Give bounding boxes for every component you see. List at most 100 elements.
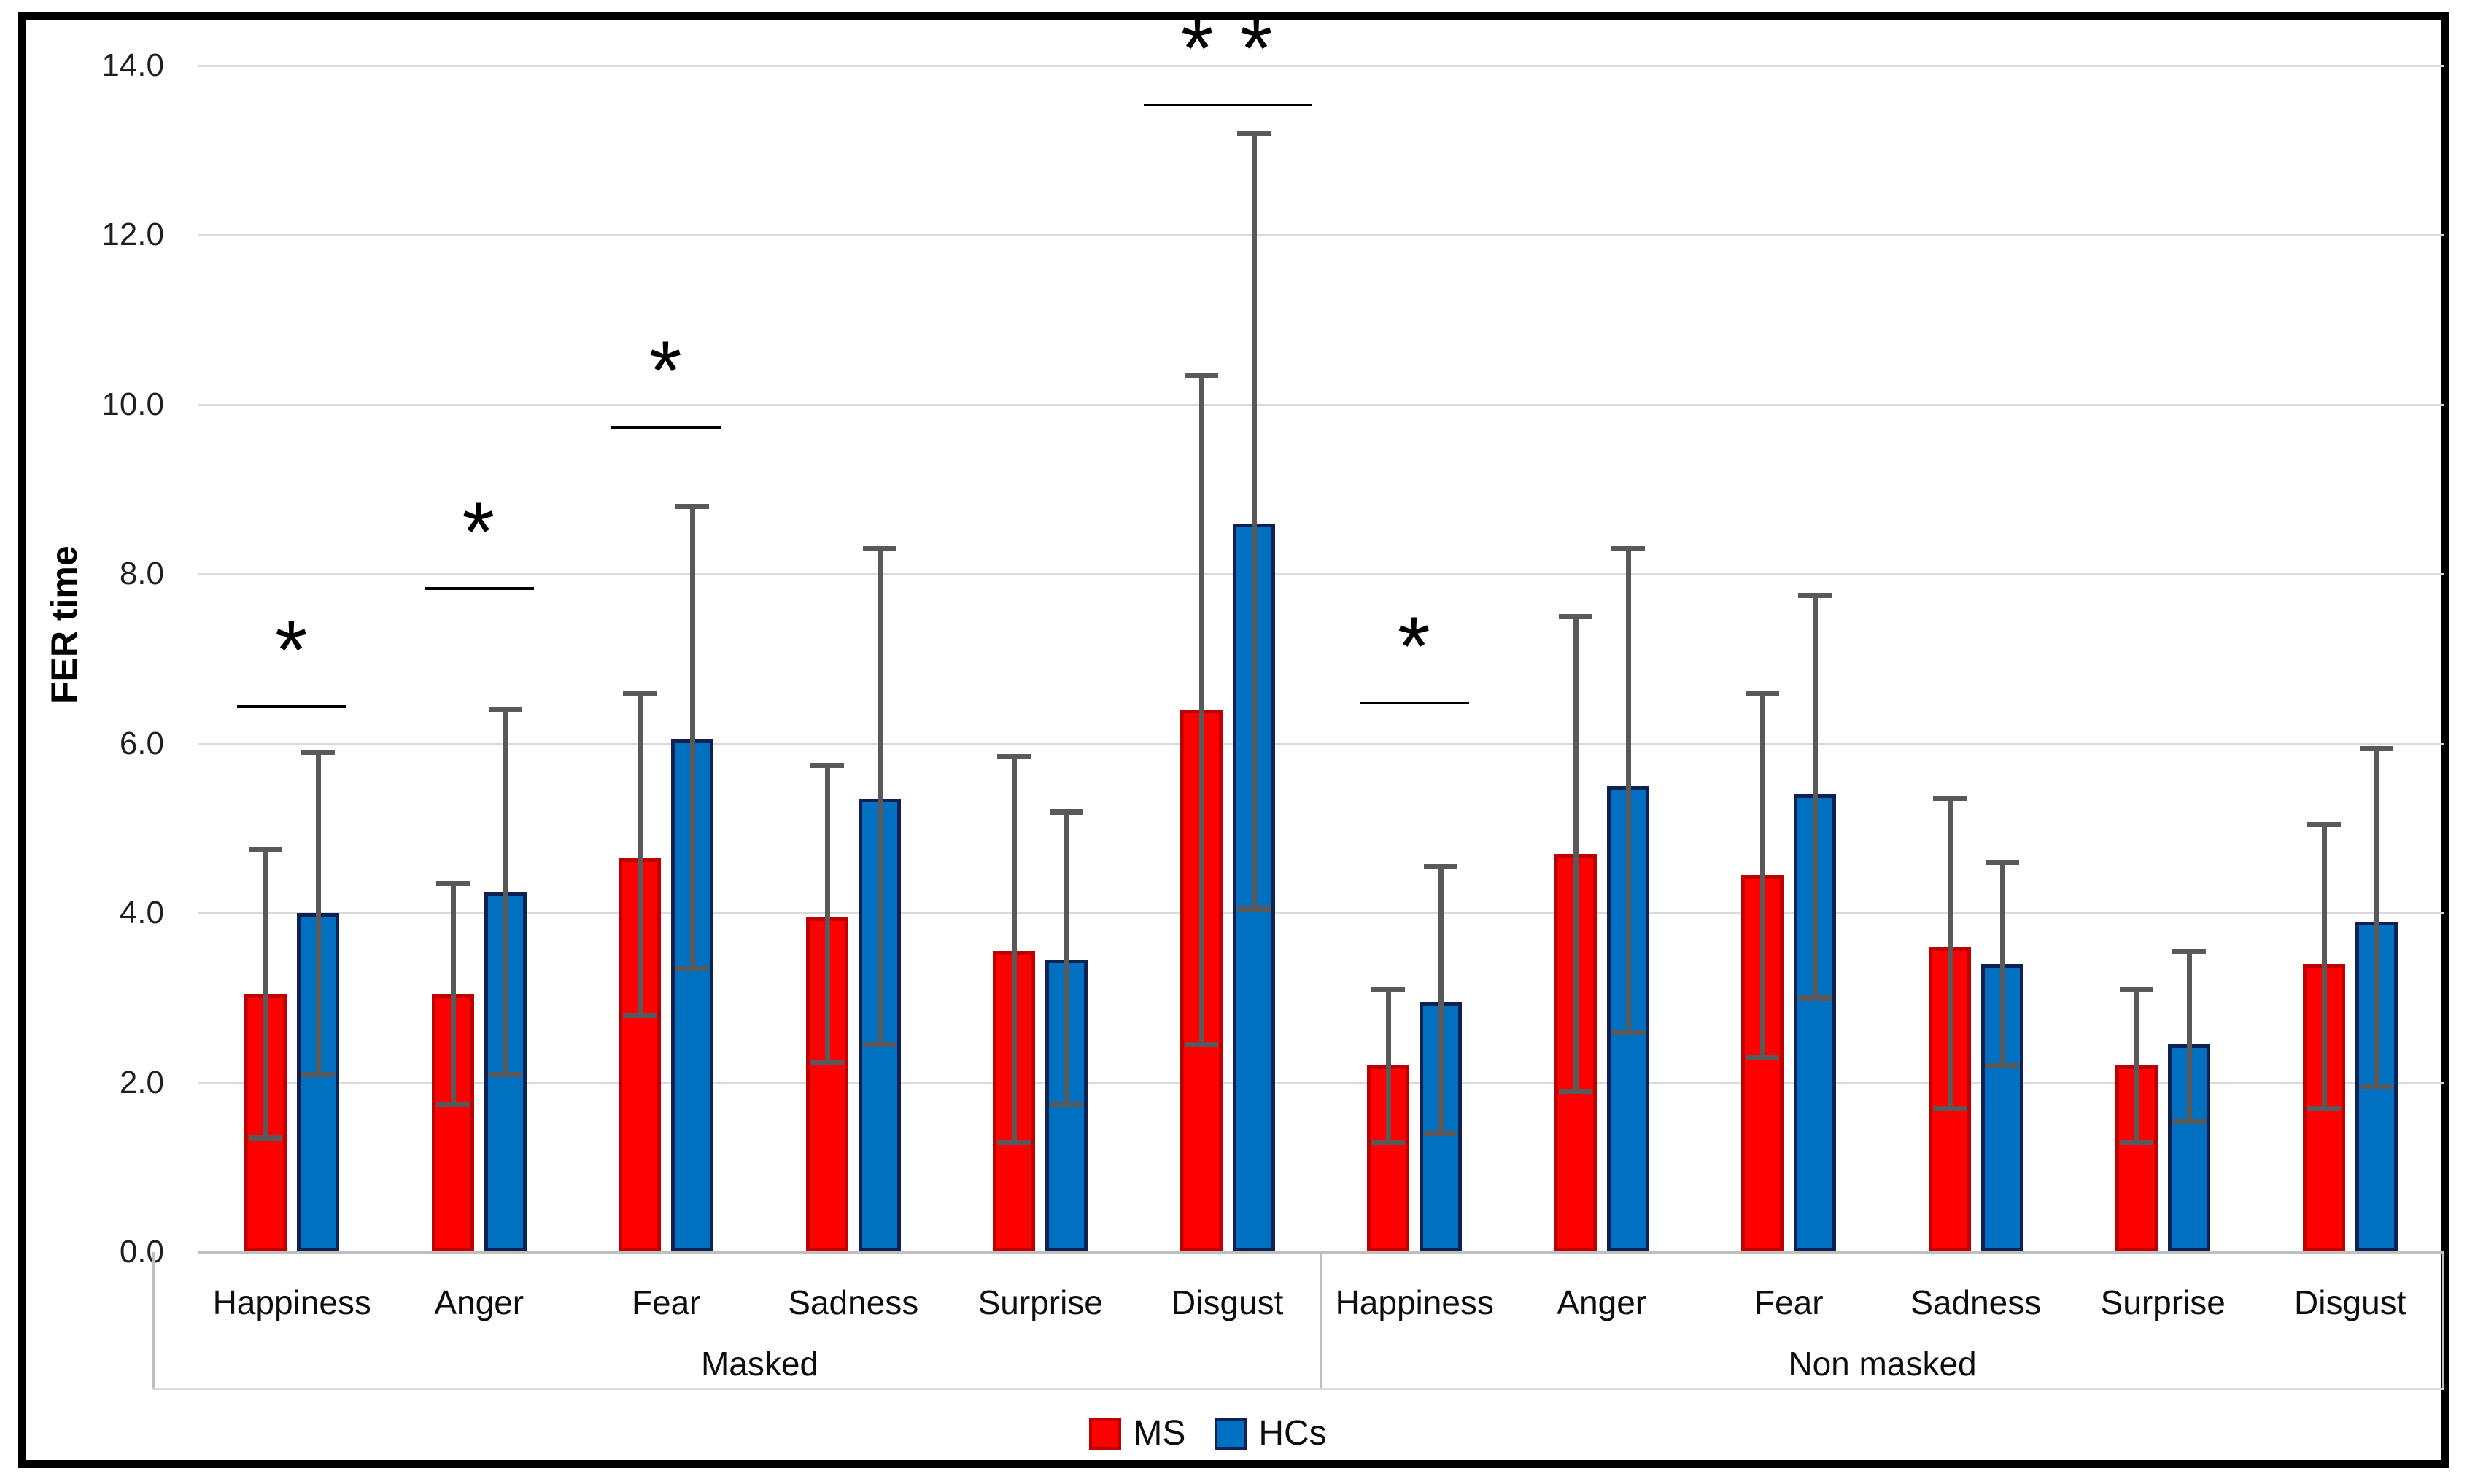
- error-cap-top-hcs-masked-anger: [488, 707, 522, 713]
- category-label-anger-1: Anger: [1557, 1283, 1647, 1321]
- significance-stars-fear-0: *: [648, 324, 683, 418]
- error-bar-ms-non-masked-surprise: [2134, 989, 2140, 1142]
- error-cap-top-ms-non-masked-disgust: [2307, 822, 2341, 828]
- error-cap-top-hcs-masked-sadness: [862, 546, 896, 552]
- section-label-non-masked: Non masked: [1788, 1345, 1977, 1383]
- error-cap-bottom-hcs-non-masked-anger: [1611, 1029, 1645, 1035]
- y-tick-label: 10.0: [101, 386, 164, 422]
- axis-separator-right: [2442, 1252, 2444, 1388]
- category-label-disgust-0: Disgust: [1171, 1283, 1284, 1321]
- error-cap-bottom-ms-non-masked-surprise: [2120, 1139, 2154, 1145]
- error-cap-bottom-hcs-masked-happiness: [301, 1071, 336, 1077]
- legend-item-ms: MS: [1089, 1413, 1185, 1454]
- error-bar-hcs-masked-anger: [503, 710, 508, 1074]
- error-bar-ms-masked-disgust: [1198, 375, 1204, 1045]
- error-cap-bottom-ms-non-masked-anger: [1558, 1089, 1592, 1095]
- error-cap-top-ms-masked-happiness: [249, 847, 283, 852]
- category-label-happiness-0: Happiness: [212, 1283, 371, 1321]
- error-cap-top-ms-non-masked-surprise: [2120, 987, 2154, 992]
- legend-item-hcs: HCs: [1215, 1413, 1327, 1454]
- error-cap-bottom-ms-masked-surprise: [997, 1139, 1031, 1145]
- error-cap-top-ms-masked-sadness: [810, 762, 844, 768]
- category-label-sadness-0: Sadness: [788, 1283, 919, 1321]
- significance-line-happiness-0: [237, 705, 347, 709]
- error-cap-bottom-hcs-masked-sadness: [862, 1042, 896, 1048]
- bar-ms-masked-surprise: [993, 951, 1036, 1252]
- y-tick-label: 0.0: [119, 1234, 164, 1270]
- error-bar-hcs-non-masked-happiness: [1438, 866, 1444, 1134]
- gridline-y-12: [198, 234, 2444, 237]
- error-bar-ms-masked-fear: [638, 692, 643, 1015]
- error-cap-top-ms-non-masked-fear: [1746, 690, 1780, 696]
- gridline-y-14: [198, 65, 2444, 67]
- category-label-surprise-0: Surprise: [977, 1283, 1103, 1321]
- error-bar-hcs-masked-surprise: [1064, 811, 1070, 1104]
- error-bar-hcs-non-masked-sadness: [1999, 862, 2005, 1066]
- error-cap-bottom-ms-non-masked-disgust: [2307, 1106, 2341, 1111]
- figure-border: [18, 12, 2449, 1468]
- error-cap-bottom-hcs-non-masked-surprise: [2172, 1118, 2207, 1124]
- axis-separator-left: [152, 1252, 155, 1388]
- y-tick-label: 4.0: [119, 895, 164, 931]
- error-bar-ms-non-masked-fear: [1760, 692, 1766, 1057]
- error-bar-ms-non-masked-anger: [1573, 616, 1579, 1092]
- significance-line-happiness-1: [1360, 701, 1470, 704]
- category-label-anger-0: Anger: [434, 1283, 524, 1321]
- error-bar-hcs-non-masked-disgust: [2374, 747, 2379, 1087]
- error-cap-bottom-ms-masked-happiness: [249, 1135, 283, 1141]
- legend-swatch-ms: [1089, 1418, 1122, 1450]
- error-bar-hcs-non-masked-fear: [1813, 595, 1819, 998]
- bar-ms-masked-anger: [431, 993, 474, 1252]
- category-label-surprise-1: Surprise: [2100, 1283, 2226, 1321]
- gridline-y-6: [198, 742, 2444, 745]
- legend-swatch-hcs: [1215, 1418, 1247, 1450]
- error-cap-top-hcs-non-masked-surprise: [2172, 949, 2207, 955]
- significance-line-fear-0: [611, 425, 721, 429]
- error-bar-ms-non-masked-sadness: [1947, 799, 1953, 1108]
- error-cap-bottom-hcs-masked-disgust: [1236, 906, 1271, 912]
- error-cap-top-hcs-non-masked-fear: [1798, 593, 1832, 599]
- error-cap-bottom-ms-non-masked-sadness: [1932, 1106, 1967, 1111]
- error-bar-ms-non-masked-disgust: [2321, 824, 2327, 1108]
- significance-stars-disgust-0: * *: [1181, 2, 1274, 96]
- error-cap-bottom-hcs-non-masked-happiness: [1424, 1131, 1458, 1137]
- error-cap-top-ms-masked-disgust: [1184, 373, 1218, 378]
- significance-line-anger-0: [424, 586, 534, 590]
- error-cap-bottom-ms-masked-fear: [623, 1012, 657, 1018]
- error-cap-bottom-ms-non-masked-fear: [1746, 1054, 1780, 1060]
- error-bar-hcs-non-masked-anger: [1625, 548, 1631, 1032]
- bar-ms-non-masked-fear: [1741, 874, 1784, 1252]
- error-cap-top-ms-non-masked-anger: [1558, 614, 1592, 620]
- gridline-y-10: [198, 403, 2444, 406]
- category-label-happiness-1: Happiness: [1335, 1283, 1494, 1321]
- error-cap-bottom-hcs-masked-fear: [675, 966, 710, 971]
- category-label-fear-0: Fear: [631, 1283, 701, 1321]
- error-bar-ms-masked-happiness: [263, 849, 269, 1138]
- error-cap-bottom-ms-masked-sadness: [810, 1059, 844, 1065]
- error-bar-ms-masked-sadness: [824, 764, 830, 1062]
- legend-label-hcs: HCs: [1258, 1414, 1327, 1453]
- gridline-y-4: [198, 912, 2444, 915]
- error-cap-top-ms-masked-anger: [435, 881, 470, 887]
- error-bar-hcs-masked-happiness: [316, 752, 322, 1074]
- error-bar-hcs-masked-fear: [690, 506, 696, 968]
- error-bar-hcs-masked-sadness: [877, 548, 883, 1045]
- significance-stars-happiness-1: *: [1397, 599, 1432, 694]
- y-axis-title: FER time: [44, 545, 85, 704]
- error-cap-bottom-ms-non-masked-happiness: [1371, 1139, 1406, 1145]
- significance-line-disgust-0: [1143, 104, 1312, 107]
- error-cap-top-hcs-non-masked-sadness: [1985, 860, 2019, 866]
- error-bar-ms-masked-surprise: [1012, 756, 1018, 1142]
- significance-stars-anger-0: *: [462, 485, 497, 579]
- error-cap-top-ms-non-masked-sadness: [1932, 796, 1967, 802]
- significance-stars-happiness-0: *: [274, 604, 309, 698]
- error-cap-bottom-hcs-masked-surprise: [1050, 1101, 1084, 1107]
- error-cap-bottom-hcs-non-masked-fear: [1798, 995, 1832, 1001]
- error-cap-bottom-hcs-masked-anger: [488, 1071, 522, 1077]
- axis-separator-mid: [1320, 1252, 1322, 1388]
- error-cap-bottom-ms-masked-disgust: [1184, 1042, 1218, 1048]
- error-bar-ms-non-masked-happiness: [1386, 989, 1392, 1142]
- category-label-sadness-1: Sadness: [1910, 1283, 2042, 1321]
- y-tick-label: 14.0: [101, 47, 164, 83]
- error-bar-ms-masked-anger: [450, 883, 456, 1104]
